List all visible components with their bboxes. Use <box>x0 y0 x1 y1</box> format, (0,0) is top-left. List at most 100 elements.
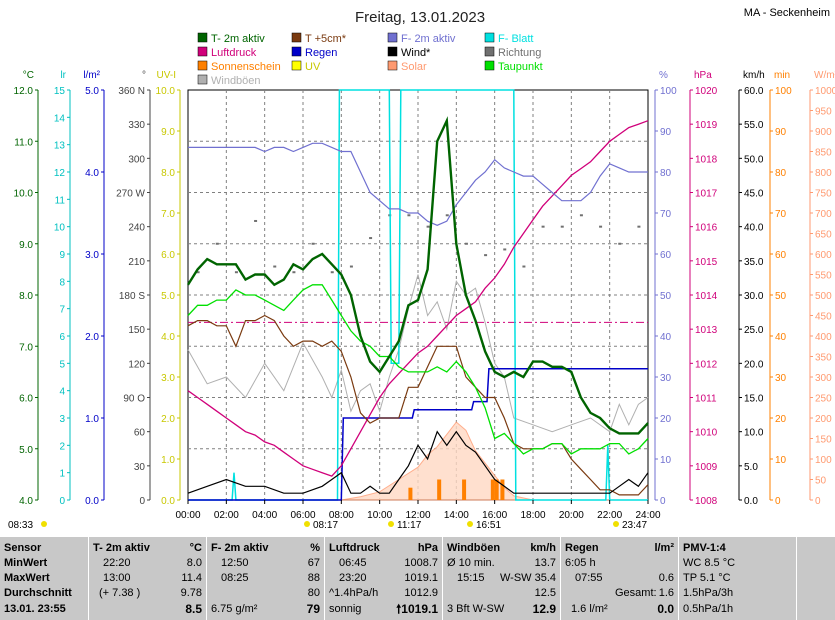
axis-tick-label: 1012 <box>695 359 718 370</box>
series-solar <box>188 421 648 501</box>
wind-avg-label: Ø 10 min. <box>447 557 495 569</box>
axis-tick-label: 90 <box>775 127 787 138</box>
axis-tick-label: 850 <box>815 148 832 159</box>
axis-tick-label: 5.0 <box>19 445 33 456</box>
chart-title: Freitag, 13.01.2023 <box>355 9 485 26</box>
x-tick-label: 04:00 <box>252 510 277 521</box>
wind-bft: 3 Bft W-SW <box>447 603 505 615</box>
axis-tick-label: 35.0 <box>744 257 764 268</box>
stats-pmv: PMV-1:4 WC 8.5 °C TP 5.1 °C 1.5hPa/3h 0.… <box>678 537 796 620</box>
stats-rain: Regen l/m² 6:05 h 07:55 0.6 Gesamt: 1.6 1.6… <box>560 537 678 620</box>
axis-tick-label: 90 O <box>123 394 145 405</box>
x-tick-label: 18:00 <box>520 510 545 521</box>
t2m-avg-note: (+ 7.38 ) <box>99 587 141 599</box>
axis-tick-label: 30.0 <box>744 291 764 302</box>
t2m-title: T- 2m aktiv <box>93 542 150 554</box>
axis-tick-label: 600 <box>815 250 832 261</box>
x-axis: 00:00 02:00 04:00 06:00 08:00 10:00 12:00 14:00… <box>175 500 661 521</box>
direction-mark <box>560 225 564 228</box>
sunshine-bar <box>462 479 467 500</box>
axis-tick-label: 1010 <box>695 428 718 439</box>
axis-tick-label: 650 <box>815 230 832 241</box>
axis-tick-label: 1016 <box>695 223 718 234</box>
press-min-time: 06:45 <box>339 557 367 569</box>
axis-tick-label: 80 <box>775 168 787 179</box>
legend-swatch <box>197 60 208 71</box>
legend-label: Solar <box>401 61 427 73</box>
f2m-min-time: 12:50 <box>221 557 249 569</box>
axis-tick-label: 6.0 <box>161 250 175 261</box>
direction-mark <box>579 214 583 217</box>
axis-tick-label: 25.0 <box>744 325 764 336</box>
f2m-max: 88 <box>307 572 320 584</box>
direction-mark <box>522 265 526 268</box>
legend-label: Taupunkt <box>498 61 543 73</box>
axis-tick-label: 9 <box>59 250 65 261</box>
axis-tick-label: 15.0 <box>744 394 764 405</box>
direction-mark <box>349 265 353 268</box>
axis-tick-label: 100 <box>660 86 677 97</box>
x-tick-label: 20:00 <box>559 510 584 521</box>
x-tick-label: 08:00 <box>329 510 354 521</box>
axis-tick-label: 3 <box>59 414 65 425</box>
axis-tick-label: 12.0 <box>14 86 34 97</box>
press-avg: 1012.9 <box>404 587 438 599</box>
f2m-title: F- 2m aktiv <box>211 542 269 554</box>
stats-empty <box>796 537 835 620</box>
series-temperature <box>186 116 649 435</box>
legend-label: Windböen <box>211 75 261 87</box>
axis-tick-label: 60 <box>775 250 787 261</box>
legend-label: F- 2m aktiv <box>401 33 456 45</box>
axis-tick-label: 14 <box>54 113 66 124</box>
sunshine-bar <box>437 479 442 500</box>
axis-tick-label: 20 <box>660 414 672 425</box>
axis-tick-label: 800 <box>815 168 832 179</box>
axis-unit-label: ° <box>142 70 146 81</box>
pmv-tp: TP 5.1 °C <box>683 572 731 584</box>
axis-tick-label: 80 <box>660 168 672 179</box>
axis-tick-label: 40 <box>775 332 787 343</box>
axis-tick-label: 200 <box>815 414 832 425</box>
axis-tick-label: 20.0 <box>744 359 764 370</box>
wind-now: 12.9 <box>532 602 556 616</box>
sun-icon <box>613 521 619 527</box>
axis-tick-label: 180 S <box>119 291 145 302</box>
axis-tick-label: 10 <box>775 455 787 466</box>
axis-tick-label: 0 <box>139 496 145 507</box>
legend-label: Richtung <box>498 47 541 59</box>
axis-tick-label: 240 <box>128 223 145 234</box>
weather-chart: Freitag, 13.01.2023 MA - Seckenheim T- 2… <box>8 7 835 531</box>
axis-tick-label: 4 <box>59 387 65 398</box>
series-ground-temp <box>187 314 649 496</box>
sun-icon <box>388 521 394 527</box>
legend-label: Sonnenschein <box>211 61 281 73</box>
axis-tick-label: 1015 <box>695 257 718 268</box>
press-weather: sonnig <box>329 603 362 615</box>
f2m-now: 79 <box>306 602 320 616</box>
legend-swatch <box>291 60 302 71</box>
axis-tick-label: 10.0 <box>156 86 176 97</box>
axis-tick-label: 2.0 <box>85 332 99 343</box>
axis-tick-label: 3.0 <box>161 373 175 384</box>
legend: T- 2m aktiv T +5cm* F- 2m aktiv F- Blatt Luf… <box>197 32 543 87</box>
t2m-max-time: 13:00 <box>103 572 131 584</box>
pmv-p3: 1.5hPa/3h <box>683 587 734 599</box>
sun-markers: 08:33 08:17 11:17 16:51 23:47 <box>8 520 647 531</box>
axis-tick-label: 1.0 <box>85 414 99 425</box>
legend-label: T +5cm* <box>305 33 347 45</box>
axis-tick-label: 1018 <box>695 154 718 165</box>
series-pressure <box>187 120 649 477</box>
axis-tick-label: 750 <box>815 189 832 200</box>
axis-tick-label: 20 <box>775 414 787 425</box>
axis-unit-label: km/h <box>743 70 765 81</box>
axis-tick-label: 1.0 <box>161 455 175 466</box>
legend-label: T- 2m aktiv <box>211 33 265 45</box>
series-wind-gusts <box>187 274 649 433</box>
legend-swatch <box>387 60 398 71</box>
axis-tick-label: 360 N <box>118 86 145 97</box>
axis-tick-label: 0.0 <box>85 496 99 507</box>
x-tick-label: 06:00 <box>290 510 315 521</box>
press-max: 1019.1 <box>404 572 438 584</box>
axis-tick-label: 0 <box>660 496 666 507</box>
legend-swatch <box>484 60 495 71</box>
